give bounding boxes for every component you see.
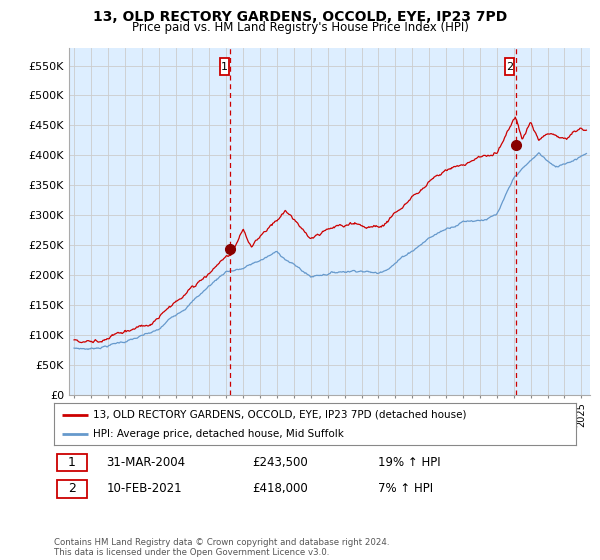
- Text: £418,000: £418,000: [253, 482, 308, 496]
- FancyBboxPatch shape: [220, 58, 229, 75]
- Text: HPI: Average price, detached house, Mid Suffolk: HPI: Average price, detached house, Mid …: [93, 429, 344, 439]
- Text: 13, OLD RECTORY GARDENS, OCCOLD, EYE, IP23 7PD (detached house): 13, OLD RECTORY GARDENS, OCCOLD, EYE, IP…: [93, 409, 467, 419]
- Text: Price paid vs. HM Land Registry's House Price Index (HPI): Price paid vs. HM Land Registry's House …: [131, 21, 469, 34]
- FancyBboxPatch shape: [505, 58, 514, 75]
- Text: 7% ↑ HPI: 7% ↑ HPI: [377, 482, 433, 496]
- Text: 19% ↑ HPI: 19% ↑ HPI: [377, 456, 440, 469]
- FancyBboxPatch shape: [56, 454, 87, 472]
- FancyBboxPatch shape: [56, 480, 87, 498]
- Text: 2: 2: [68, 482, 76, 496]
- Text: 1: 1: [68, 456, 76, 469]
- Text: 13, OLD RECTORY GARDENS, OCCOLD, EYE, IP23 7PD: 13, OLD RECTORY GARDENS, OCCOLD, EYE, IP…: [93, 10, 507, 24]
- Text: 1: 1: [221, 62, 228, 72]
- Text: £243,500: £243,500: [253, 456, 308, 469]
- Text: 10-FEB-2021: 10-FEB-2021: [106, 482, 182, 496]
- Text: Contains HM Land Registry data © Crown copyright and database right 2024.
This d: Contains HM Land Registry data © Crown c…: [54, 538, 389, 557]
- Text: 2: 2: [506, 62, 513, 72]
- Text: 31-MAR-2004: 31-MAR-2004: [106, 456, 185, 469]
